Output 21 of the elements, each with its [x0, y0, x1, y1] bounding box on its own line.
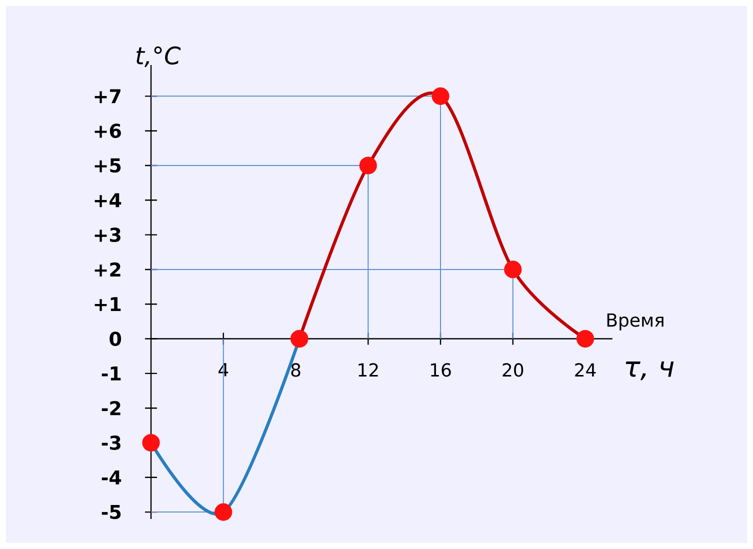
y-tick-label: +5	[94, 158, 121, 173]
y-tick-label: 0	[110, 332, 122, 346]
x-tick-label: 24	[575, 363, 596, 377]
y-tick-label: +3	[94, 228, 120, 242]
y-tick-label: +4	[94, 193, 122, 208]
x-tick-label: 20	[502, 363, 524, 377]
y-tick-label: +1	[94, 297, 121, 312]
y-tick-label: -5	[102, 504, 121, 520]
x-axis-title: Время	[607, 313, 664, 330]
x-tick-label: 12	[358, 363, 378, 377]
y-tick-label: -1	[102, 366, 121, 380]
y-axis-title: t,°C	[136, 46, 181, 68]
y-tick-label: -3	[102, 436, 120, 450]
x-tick-label: 8	[291, 363, 300, 377]
y-tick-label: +6	[94, 124, 121, 138]
y-tick-label: -2	[102, 401, 120, 416]
y-tick-label: -4	[102, 470, 122, 484]
y-tick-label: +7	[94, 89, 120, 104]
x-tick-label: 16	[431, 363, 451, 377]
y-tick-label: +2	[94, 262, 120, 277]
text: τ, ч	[626, 361, 674, 380]
